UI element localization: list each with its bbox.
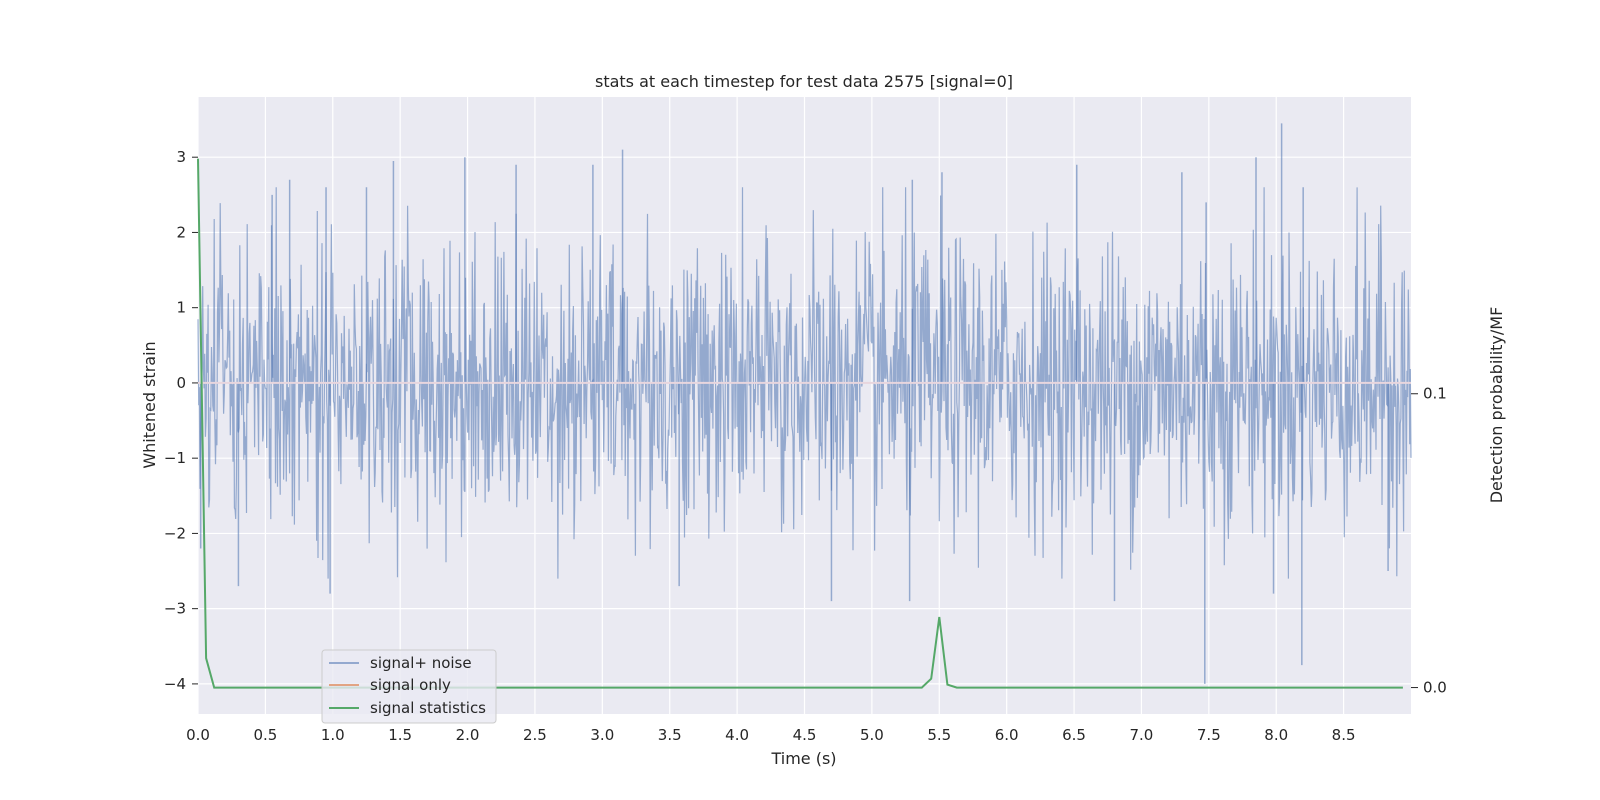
x-axis-label: Time (s) <box>770 749 836 768</box>
chart-title: stats at each timestep for test data 257… <box>595 72 1013 91</box>
y-tick-label: −1 <box>164 449 186 467</box>
x-tick-label: 5.5 <box>927 726 951 744</box>
x-tick-label: 0.0 <box>186 726 210 744</box>
y-tick-label: 1 <box>176 299 186 317</box>
x-tick-label: 0.5 <box>253 726 277 744</box>
x-tick-label: 1.5 <box>388 726 412 744</box>
x-tick-label: 1.0 <box>321 726 345 744</box>
y-tick-label: 0 <box>176 374 186 392</box>
x-tick-label: 6.5 <box>1062 726 1086 744</box>
legend-label: signal statistics <box>370 699 486 717</box>
y2-tick-label: 0.0 <box>1423 679 1447 697</box>
legend-label: signal only <box>370 676 451 694</box>
y-tick-label: 2 <box>176 223 186 241</box>
y2-tick-label: 0.1 <box>1423 385 1447 403</box>
x-tick-label: 4.0 <box>725 726 749 744</box>
x-tick-label: 3.0 <box>590 726 614 744</box>
x-tick-label: 7.5 <box>1197 726 1221 744</box>
series-signal-statistics <box>197 158 1403 689</box>
legend-label: signal+ noise <box>370 654 472 672</box>
y-tick-label: 3 <box>176 148 186 166</box>
y2-axis-label: Detection probability/MF <box>1487 307 1506 504</box>
x-tick-label: 7.0 <box>1130 726 1154 744</box>
y-tick-label: −2 <box>164 524 186 542</box>
y-axis-ticks: −4 −3 −2 −1 0 1 2 3 <box>164 148 198 693</box>
x-tick-label: 6.0 <box>995 726 1019 744</box>
x-tick-label: 4.5 <box>793 726 817 744</box>
y2-axis-ticks: 0.0 0.1 <box>1411 385 1447 697</box>
y-axis-label: Whitened strain <box>140 341 159 468</box>
x-tick-label: 2.0 <box>456 726 480 744</box>
x-tick-label: 3.5 <box>658 726 682 744</box>
legend: signal+ noise signal only signal statist… <box>321 649 497 724</box>
y-tick-label: −3 <box>164 600 186 618</box>
x-tick-label: 2.5 <box>523 726 547 744</box>
signal-statistics-line <box>197 158 1403 689</box>
x-tick-label: 5.0 <box>860 726 884 744</box>
x-tick-label: 8.0 <box>1264 726 1288 744</box>
x-tick-label: 8.5 <box>1332 726 1356 744</box>
legend-box <box>321 649 497 724</box>
y-tick-label: −4 <box>164 675 186 693</box>
x-axis-ticks: 0.0 0.5 1.0 1.5 2.0 2.5 3.0 3.5 4.0 4.5 5.0 5.5 6.0 6… <box>186 726 1355 744</box>
